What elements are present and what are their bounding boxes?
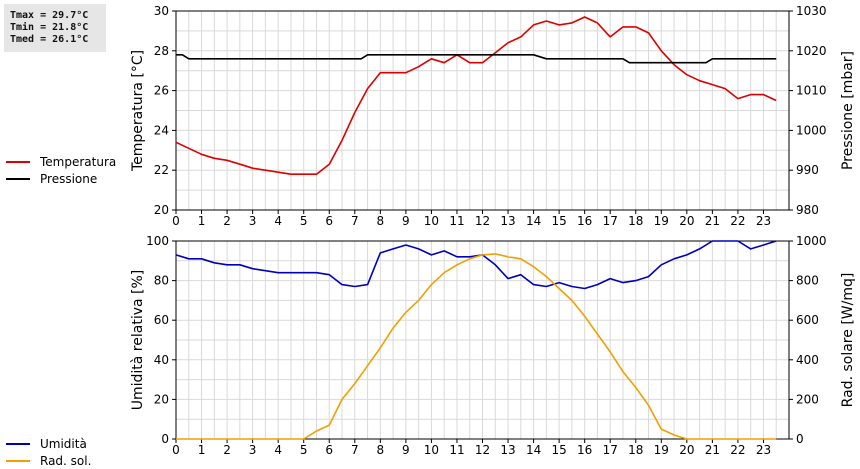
y-left-tick-label: 30 (154, 4, 169, 18)
x-tick-label: 11 (449, 443, 464, 457)
series-line-pressione (176, 53, 777, 64)
legend-label-temperatura: Temperatura (40, 154, 117, 169)
legend-label-umidita: Umidità (40, 436, 87, 451)
x-tick-label: 6 (325, 214, 333, 228)
x-tick-label: 15 (551, 214, 566, 228)
legend-item-pressione: Pressione (6, 170, 116, 187)
x-tick-label: 0 (172, 443, 180, 457)
x-tick-label: 16 (577, 214, 592, 228)
x-tick-label: 17 (603, 214, 618, 228)
x-tick-label: 10 (424, 443, 439, 457)
tmax-label: Tmax = 29.7°C (10, 10, 89, 21)
stats-box: Tmax = 29.7°C Tmin = 21.8°C Tmed = 26.1°… (4, 4, 106, 52)
tmed-label: Tmed = 26.1°C (10, 34, 89, 45)
y-left-tick-label: 24 (154, 123, 169, 137)
x-tick-label: 18 (628, 443, 643, 457)
y-right-axis-label: Pressione [mbar] (840, 51, 856, 170)
y-right-tick-label: 1020 (796, 44, 827, 58)
y-left-axis-label: Temperatura [°C] (130, 50, 146, 172)
x-tick-label: 21 (705, 214, 720, 228)
legend-item-temperatura: Temperatura (6, 153, 116, 170)
series-line-rad-sol (176, 253, 777, 440)
x-tick-label: 13 (500, 443, 515, 457)
y-left-tick-label: 100 (146, 234, 169, 248)
x-tick-label: 23 (756, 443, 771, 457)
y-left-tick-label: 22 (154, 163, 169, 177)
x-tick-label: 20 (679, 214, 694, 228)
series-line-umidit (175, 240, 777, 290)
y-left-tick-label: 40 (154, 353, 169, 367)
y-right-tick-label: 1000 (796, 123, 827, 137)
x-tick-label: 4 (274, 443, 282, 457)
y-left-tick-label: 60 (154, 313, 169, 327)
x-tick-label: 12 (475, 214, 490, 228)
x-tick-label: 22 (730, 214, 745, 228)
y-right-axis-label: Rad. solare [W/mq] (840, 273, 856, 408)
y-left-tick-label: 28 (154, 44, 169, 58)
y-left-axis-label: Umidità relativa [%] (130, 270, 146, 411)
x-tick-label: 7 (351, 443, 359, 457)
x-tick-label: 20 (679, 443, 694, 457)
x-tick-label: 0 (172, 214, 180, 228)
x-tick-label: 15 (551, 443, 566, 457)
x-tick-label: 11 (449, 214, 464, 228)
chart-top: 0 1 2 3 4 5 6 7 8 9 10 11 12 13 14 15 16 17 18 19 20 21 22 2320… (130, 4, 856, 228)
x-tick-label: 10 (424, 214, 439, 228)
y-right-tick-label: 600 (796, 313, 819, 327)
y-left-tick-label: 26 (154, 84, 169, 98)
x-tick-label: 22 (730, 443, 745, 457)
x-tick-label: 8 (377, 214, 385, 228)
x-tick-label: 9 (402, 443, 410, 457)
y-right-tick-label: 980 (796, 203, 819, 217)
y-right-tick-label: 990 (796, 163, 819, 177)
x-tick-label: 7 (351, 214, 359, 228)
x-tick-label: 5 (300, 214, 308, 228)
x-tick-label: 2 (223, 214, 231, 228)
y-right-tick-label: 1010 (796, 84, 827, 98)
x-tick-label: 1 (198, 443, 206, 457)
x-tick-label: 16 (577, 443, 592, 457)
y-right-tick-label: 800 (796, 274, 819, 288)
series-line-temperatura (175, 16, 777, 175)
chart-bottom: 0 1 2 3 4 5 6 7 8 9 10 11 12 13 14 15 16 17 18 19 20 21 22 2302… (130, 234, 856, 457)
y-left-tick-label: 20 (154, 392, 169, 406)
x-tick-label: 2 (223, 443, 231, 457)
x-tick-label: 6 (325, 443, 333, 457)
legend-swatch-umidita (6, 442, 30, 445)
x-tick-label: 13 (500, 214, 515, 228)
x-tick-label: 4 (274, 214, 282, 228)
x-tick-label: 19 (654, 214, 669, 228)
x-tick-label: 21 (705, 443, 720, 457)
x-tick-label: 14 (526, 443, 541, 457)
x-tick-label: 9 (402, 214, 410, 228)
y-right-tick-label: 400 (796, 353, 819, 367)
y-left-tick-label: 0 (161, 432, 169, 446)
y-right-tick-label: 0 (796, 432, 804, 446)
legend-swatch-pressione (6, 177, 30, 180)
x-tick-label: 18 (628, 214, 643, 228)
x-tick-label: 12 (475, 443, 490, 457)
y-left-tick-label: 80 (154, 274, 169, 288)
x-tick-label: 23 (756, 214, 771, 228)
x-tick-label: 17 (603, 443, 618, 457)
x-tick-label: 8 (377, 443, 385, 457)
x-tick-label: 5 (300, 443, 308, 457)
x-tick-label: 3 (249, 443, 257, 457)
x-tick-label: 14 (526, 214, 541, 228)
x-tick-label: 19 (654, 443, 669, 457)
tmin-label: Tmin = 21.8°C (10, 22, 89, 33)
legend-label-pressione: Pressione (40, 171, 98, 186)
y-right-tick-label: 1030 (796, 4, 827, 18)
legend-item-umidita: Umidità (6, 435, 91, 452)
legend-swatch-temperatura (6, 160, 30, 163)
y-right-tick-label: 200 (796, 392, 819, 406)
legend-top: Temperatura Pressione (6, 153, 116, 187)
y-left-tick-label: 20 (154, 203, 169, 217)
x-tick-label: 1 (198, 214, 206, 228)
y-right-tick-label: 1000 (796, 234, 827, 248)
x-tick-label: 3 (249, 214, 257, 228)
